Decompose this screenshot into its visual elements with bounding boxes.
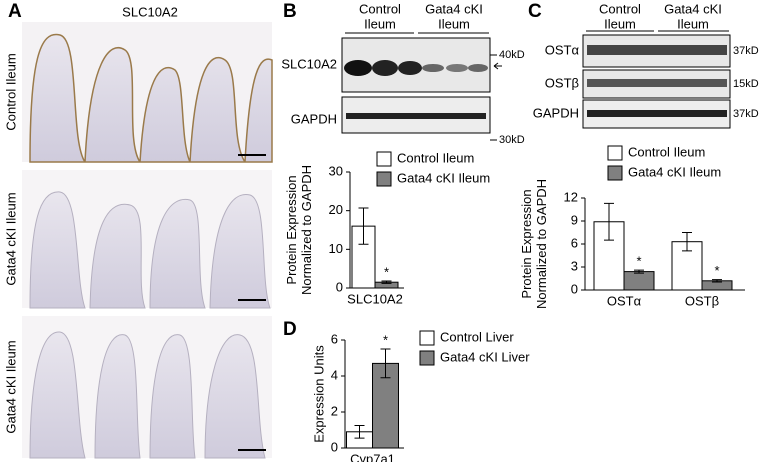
y-tick-label: 10 xyxy=(329,241,343,256)
y-axis-label: Protein Expression xyxy=(284,175,299,284)
lane-group-label: Control xyxy=(359,1,401,16)
row-label: Control Ileum xyxy=(3,53,18,130)
legend-label: Gata4 cKI Ileum xyxy=(397,170,490,185)
lane-group-label: Gata4 cKI xyxy=(664,1,722,16)
significance-mark: * xyxy=(383,332,388,347)
error-bar xyxy=(634,269,644,274)
y-tick-label: 12 xyxy=(564,189,578,204)
error-bar xyxy=(380,348,391,379)
lane-group-label: Control xyxy=(599,1,641,16)
y-tick-label: 4 xyxy=(331,367,338,382)
y-axis-label: Normalized to GAPDH xyxy=(534,179,549,309)
y-axis-label: Normalized to GAPDH xyxy=(299,165,314,295)
blot-target: OSTβ xyxy=(545,75,579,90)
marker-label: 37kD xyxy=(733,45,759,57)
legend-swatch xyxy=(607,145,623,161)
y-tick-label: 20 xyxy=(329,202,343,217)
significance-mark: * xyxy=(714,263,719,278)
marker-label: 37kD xyxy=(733,108,759,120)
legend-swatch xyxy=(419,350,435,366)
error-bar xyxy=(712,279,722,283)
row-label: Gata4 cKI Ileum xyxy=(3,192,18,285)
legend-label: Control Liver xyxy=(440,329,514,344)
blot-target: OSTα xyxy=(545,42,580,57)
panel-label: C xyxy=(528,1,542,22)
significance-mark: * xyxy=(384,264,389,279)
y-tick-label: 0 xyxy=(571,281,578,296)
y-axis-label: Expression Units xyxy=(311,345,326,443)
y-tick-label: 2 xyxy=(331,403,338,418)
error-bar xyxy=(604,202,614,241)
legend-swatch xyxy=(376,151,392,167)
marker-label: 30kD xyxy=(499,134,525,146)
legend-label: Control Ileum xyxy=(628,144,705,159)
row-label: Gata4 cKI Ileum xyxy=(3,340,18,433)
error-bar xyxy=(354,425,365,439)
lane-group-label: Gata4 cKI xyxy=(425,1,483,16)
blot-c xyxy=(582,30,731,129)
x-tick-label: OSTβ xyxy=(685,293,719,308)
y-tick-label: 0 xyxy=(331,439,338,454)
blot-target: SLC10A2 xyxy=(281,56,337,71)
blot-b xyxy=(341,32,502,141)
x-tick-label: Cyp7a1 xyxy=(350,451,395,462)
lane-group-label: Ileum xyxy=(364,16,396,31)
panel-label: B xyxy=(283,1,297,22)
lane-group-label: Ileum xyxy=(438,16,470,31)
y-tick-label: 3 xyxy=(571,258,578,273)
panel-label: A xyxy=(8,1,22,22)
legend-swatch xyxy=(607,165,623,181)
y-axis-label: Protein Expression xyxy=(519,189,534,298)
blot-target: GAPDH xyxy=(533,105,579,120)
marker-label: 40kD xyxy=(499,49,525,61)
legend-label: Gata4 cKI Liver xyxy=(440,349,530,364)
bar xyxy=(623,271,655,291)
panel-label: D xyxy=(283,319,297,340)
error-bar xyxy=(381,280,392,284)
marker-label: 15kD xyxy=(733,78,759,90)
legend-label: Control Ileum xyxy=(397,150,474,165)
error-bar xyxy=(358,207,369,245)
blot-target: GAPDH xyxy=(291,111,337,126)
error-bar xyxy=(682,232,692,252)
legend-swatch xyxy=(419,330,435,346)
histology-images xyxy=(22,22,273,459)
panel-title: SLC10A2 xyxy=(122,4,178,19)
y-tick-label: 9 xyxy=(571,212,578,227)
legend-label: Gata4 cKI Ileum xyxy=(628,164,721,179)
lane-group-label: Ileum xyxy=(677,16,709,31)
legend-swatch xyxy=(376,171,392,187)
lane-group-label: Ileum xyxy=(604,16,636,31)
significance-mark: * xyxy=(636,254,641,269)
y-tick-label: 0 xyxy=(336,279,343,294)
x-tick-label: OSTα xyxy=(607,293,642,308)
x-tick-label: SLC10A2 xyxy=(347,291,403,306)
y-tick-label: 30 xyxy=(329,163,343,178)
y-tick-label: 6 xyxy=(571,235,578,250)
y-tick-label: 6 xyxy=(331,331,338,346)
